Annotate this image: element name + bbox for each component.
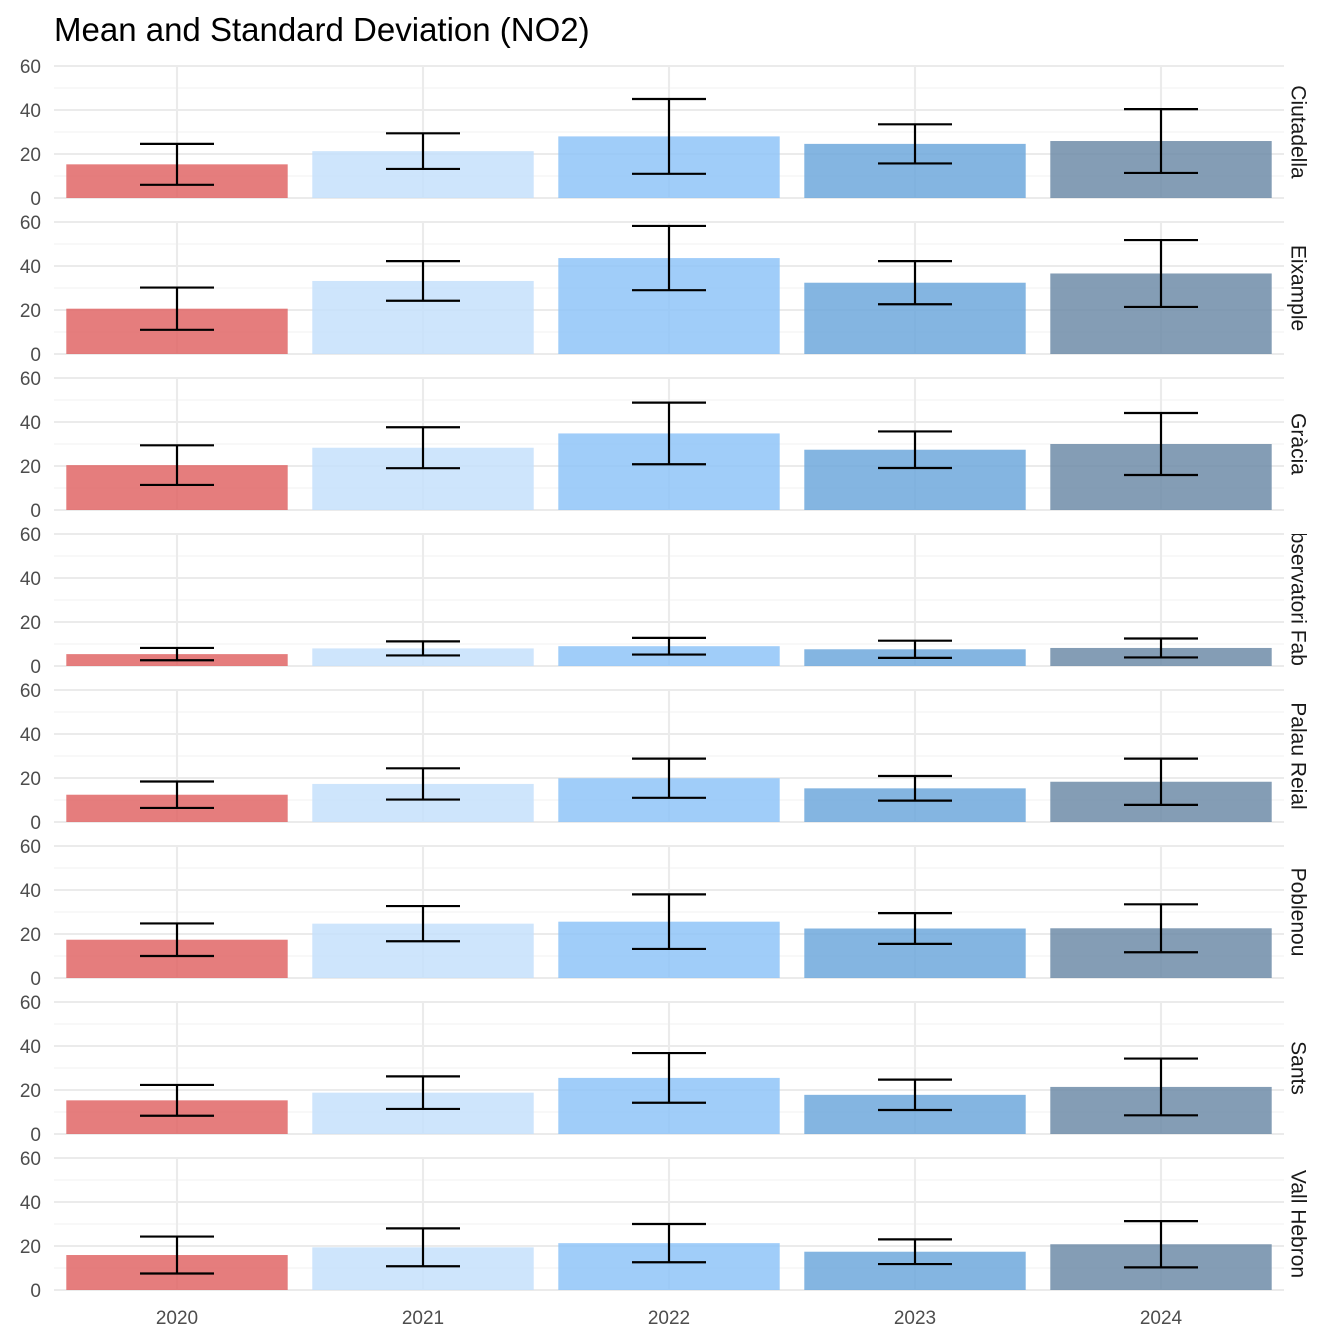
y-tick-label: 0	[30, 813, 41, 834]
facet-strip-label: Poblenou	[1287, 868, 1310, 957]
strip-group: Sants	[1287, 1041, 1310, 1095]
y-tick-label: 20	[20, 457, 41, 478]
y-tick-label: 40	[20, 1037, 41, 1058]
x-axis: 2020 2021 2022 2023 2024	[156, 1308, 1183, 1329]
panels: 0 20 40 60 Ciutadella 0 20 40 60 Eixample 0 20 40 60 G…	[20, 57, 1310, 1302]
panel-6: 0 20 40 60 Sants	[20, 993, 1310, 1146]
panel-7: 0 20 40 60 Vall Hebron	[20, 1149, 1310, 1302]
y-tick-label: 20	[20, 1081, 41, 1102]
y-tick-label: 0	[30, 1281, 41, 1302]
y-tick-label: 20	[20, 1237, 41, 1258]
y-tick-label: 40	[20, 569, 41, 590]
x-tick-label: 2020	[156, 1308, 198, 1329]
y-tick-label: 0	[30, 969, 41, 990]
y-tick-label: 60	[20, 993, 41, 1014]
facet-strip-label: Eixample	[1287, 245, 1310, 331]
y-tick-label: 0	[30, 345, 41, 366]
facet-strip-label: Sants	[1287, 1041, 1310, 1095]
y-tick-label: 60	[20, 525, 41, 546]
panel-0: 0 20 40 60 Ciutadella	[20, 57, 1310, 210]
y-tick-label: 40	[20, 881, 41, 902]
facet-strip-label: Ciutadella	[1287, 85, 1310, 179]
chart-title: Mean and Standard Deviation (NO2)	[54, 11, 590, 48]
facet-strip-label: Observatori Fabra	[1287, 515, 1310, 685]
panel-5: 0 20 40 60 Poblenou	[20, 837, 1310, 990]
x-tick-label: 2023	[894, 1308, 936, 1329]
y-tick-label: 20	[20, 925, 41, 946]
facet-strip-label: Gràcia	[1287, 413, 1310, 475]
y-tick-label: 40	[20, 257, 41, 278]
y-tick-label: 60	[20, 213, 41, 234]
y-tick-label: 60	[20, 369, 41, 390]
y-tick-label: 0	[30, 189, 41, 210]
x-tick-label: 2021	[402, 1308, 444, 1329]
y-tick-label: 40	[20, 1193, 41, 1214]
facet-strip-label: Vall Hebron	[1287, 1170, 1310, 1278]
facet-strip-label: Palau Reial	[1287, 702, 1310, 809]
y-tick-label: 20	[20, 145, 41, 166]
panel-3: 0 20 40 60 Observatori Fabra	[20, 515, 1310, 685]
x-tick-label: 2022	[648, 1308, 690, 1329]
panel-2: 0 20 40 60 Gràcia	[20, 369, 1310, 522]
y-tick-label: 0	[30, 501, 41, 522]
y-tick-label: 20	[20, 613, 41, 634]
strip-group: Vall Hebron	[1287, 1170, 1310, 1278]
strip-group: Gràcia	[1287, 413, 1310, 475]
y-tick-label: 60	[20, 681, 41, 702]
y-tick-label: 40	[20, 413, 41, 434]
strip-group: Palau Reial	[1287, 702, 1310, 809]
y-tick-label: 0	[30, 1125, 41, 1146]
y-tick-label: 60	[20, 1149, 41, 1170]
strip-group: Ciutadella	[1287, 85, 1310, 179]
bar-2021	[312, 648, 534, 666]
strip-group: Observatori Fabra	[1287, 515, 1310, 685]
panel-4: 0 20 40 60 Palau Reial	[20, 681, 1310, 834]
panel-1: 0 20 40 60 Eixample	[20, 213, 1310, 366]
y-tick-label: 40	[20, 101, 41, 122]
y-tick-label: 20	[20, 301, 41, 322]
strip-group: Poblenou	[1287, 868, 1310, 957]
bar-2022	[558, 646, 780, 666]
x-tick-label: 2024	[1140, 1308, 1183, 1329]
y-tick-label: 40	[20, 725, 41, 746]
strip-group: Eixample	[1287, 245, 1310, 331]
y-tick-label: 0	[30, 657, 41, 678]
y-tick-label: 20	[20, 769, 41, 790]
y-tick-label: 60	[20, 57, 41, 78]
y-tick-label: 60	[20, 837, 41, 858]
